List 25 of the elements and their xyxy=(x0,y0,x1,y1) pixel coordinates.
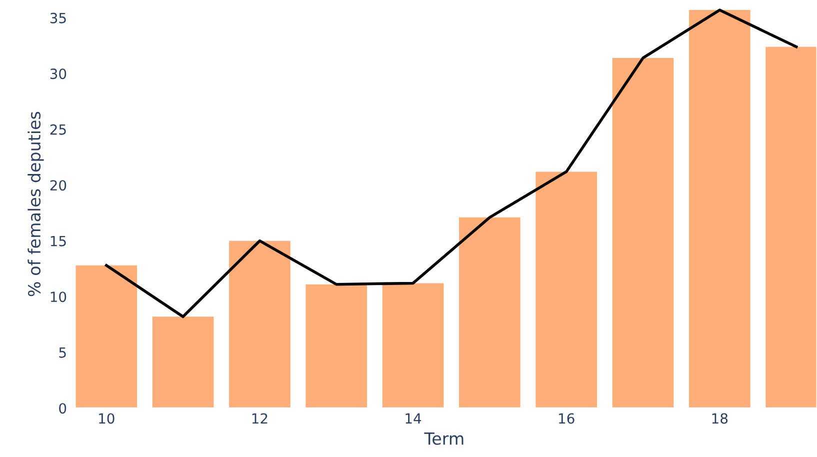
bar xyxy=(76,265,138,408)
y-tick-label: 15 xyxy=(50,236,66,246)
y-tick-label: 10 xyxy=(50,292,66,302)
bar xyxy=(229,240,290,408)
bar xyxy=(152,316,214,408)
y-tick-label: 30 xyxy=(50,68,66,80)
x-tick-label: 12 xyxy=(252,413,268,424)
y-tick-label: 5 xyxy=(59,348,66,358)
line-series xyxy=(105,8,798,318)
y-tick-label: 25 xyxy=(50,124,66,135)
x-axis-title: Term xyxy=(424,432,464,445)
y-axis-title: % of females deputies xyxy=(28,112,44,296)
x-tick-label: 16 xyxy=(559,413,574,424)
bar xyxy=(536,172,597,408)
bar xyxy=(612,58,674,408)
x-tick-label: 10 xyxy=(99,413,114,424)
bar xyxy=(688,10,750,408)
x-tick-label: 14 xyxy=(406,413,422,424)
bar xyxy=(306,284,368,408)
x-tick-label: 18 xyxy=(712,413,728,424)
bar xyxy=(382,283,444,408)
y-tick-label: 35 xyxy=(50,12,66,24)
bar xyxy=(459,217,520,408)
y-tick-label: 20 xyxy=(50,180,66,191)
y-tick-label: 0 xyxy=(59,403,66,414)
